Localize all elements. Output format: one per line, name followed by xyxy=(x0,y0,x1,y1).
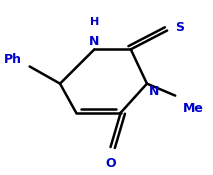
Text: Me: Me xyxy=(183,103,204,116)
Text: S: S xyxy=(175,21,184,34)
Text: N: N xyxy=(149,85,159,98)
Text: O: O xyxy=(105,157,116,170)
Text: Ph: Ph xyxy=(4,53,22,66)
Text: H: H xyxy=(90,17,99,27)
Text: N: N xyxy=(89,35,99,48)
